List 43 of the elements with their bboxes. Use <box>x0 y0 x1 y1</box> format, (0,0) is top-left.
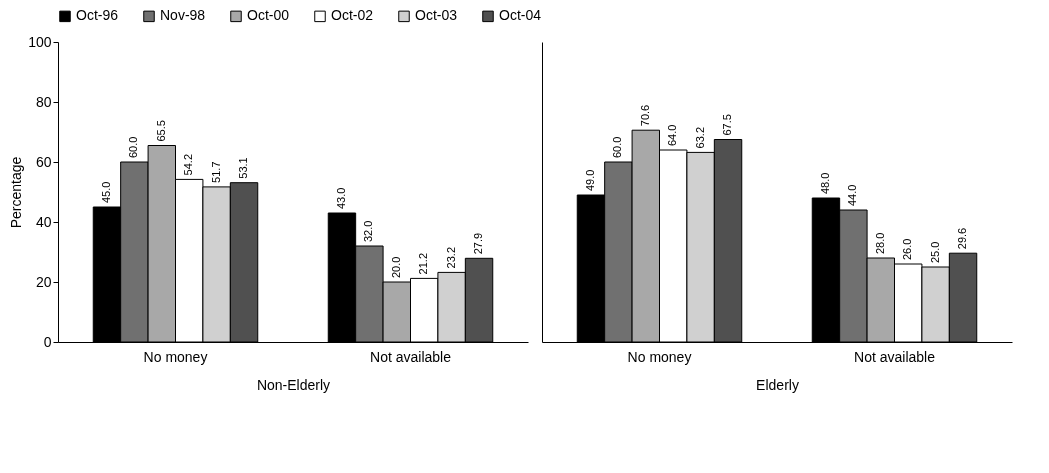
data-label: 53.1 <box>237 157 250 179</box>
legend-label: Oct-02 <box>331 7 374 24</box>
data-label: 23.2 <box>444 246 457 269</box>
data-label: 48.0 <box>818 172 831 194</box>
y-axis-title: Percentage <box>8 156 25 229</box>
legend-label: Oct-04 <box>499 7 542 24</box>
data-label: 70.6 <box>638 104 651 127</box>
y-tick-label: 40 <box>35 213 52 230</box>
data-label: 26.0 <box>901 238 914 260</box>
data-label: 20.0 <box>389 256 402 278</box>
data-label: 44.0 <box>846 184 859 206</box>
data-label: 64.0 <box>666 124 679 146</box>
data-label: 45.0 <box>99 181 112 203</box>
x-tick-label: Not available <box>370 348 452 365</box>
data-label: 63.2 <box>693 126 706 149</box>
data-label: 54.2 <box>182 153 195 176</box>
data-label: 25.0 <box>928 241 941 263</box>
legend-label: Nov-98 <box>160 7 206 24</box>
data-label: 21.2 <box>417 252 430 275</box>
legend-label: Oct-03 <box>415 7 458 24</box>
data-label: 60.0 <box>611 136 624 158</box>
data-label: 29.6 <box>956 227 969 250</box>
data-label: 32.0 <box>362 220 375 242</box>
y-tick-label: 60 <box>35 153 52 170</box>
data-label: 43.0 <box>334 187 347 209</box>
x-axis-title: Elderly <box>756 376 799 393</box>
data-label: 51.7 <box>209 161 222 183</box>
y-tick-label: 100 <box>28 33 52 50</box>
x-axis-title: Non-Elderly <box>256 376 331 393</box>
data-label: 28.0 <box>873 232 886 254</box>
data-label: 49.0 <box>583 169 596 191</box>
legend-label: Oct-00 <box>247 7 290 24</box>
legend-label: Oct-96 <box>76 7 119 24</box>
y-tick-label: 20 <box>35 273 52 290</box>
data-label: 67.5 <box>721 114 734 136</box>
x-tick-label: No money <box>627 348 692 365</box>
y-tick-label: 0 <box>43 333 52 350</box>
y-tick-label: 80 <box>35 93 52 110</box>
x-tick-label: No money <box>143 348 208 365</box>
data-label: 60.0 <box>127 136 140 158</box>
data-label: 65.5 <box>154 120 167 142</box>
x-tick-label: Not available <box>854 348 936 365</box>
data-label: 27.9 <box>472 232 485 255</box>
